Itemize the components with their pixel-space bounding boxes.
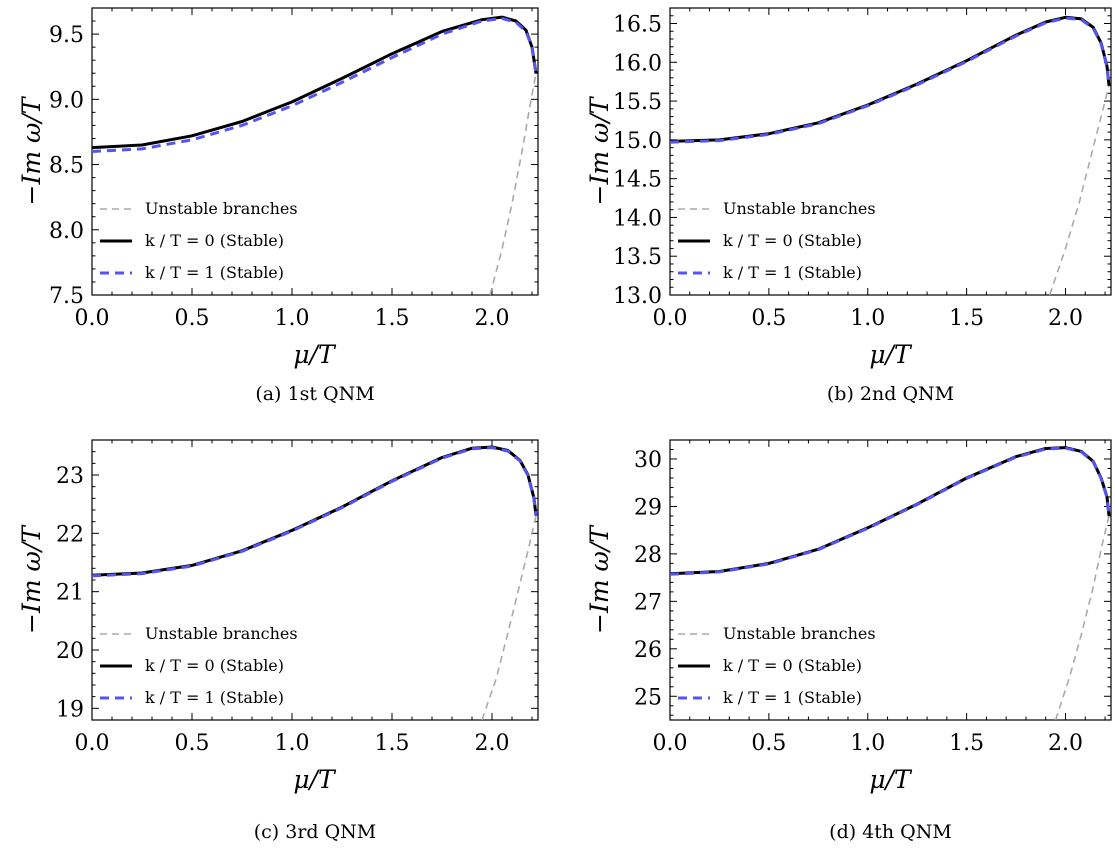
series-line-k0 — [91, 15, 538, 150]
figure-caption: (b) 2nd QNM — [827, 383, 954, 405]
y-tick-label: 22 — [56, 522, 84, 547]
series-line-k0 — [669, 446, 1111, 576]
x-tick-label: 0.5 — [751, 306, 786, 331]
legend-label: k / T = 1 (Stable) — [145, 688, 284, 707]
y-axis-label: −Im ω/T — [17, 95, 46, 205]
series-line-unstable — [489, 73, 537, 296]
y-tick-label: 21 — [56, 581, 84, 606]
x-axis-label: μ/T — [293, 340, 337, 369]
y-tick-label: 13.0 — [613, 284, 662, 309]
x-axis-label: μ/T — [869, 340, 913, 369]
x-tick-label: 0.5 — [175, 731, 210, 756]
y-tick-label: 27 — [634, 590, 662, 615]
y-axis-label: −Im ω/T — [585, 95, 614, 205]
x-tick-label: 0.5 — [175, 306, 210, 331]
legend-label: k / T = 0 (Stable) — [145, 656, 284, 675]
x-tick-label: 1.0 — [275, 731, 310, 756]
series-line-k1 — [669, 446, 1111, 576]
legend-label: k / T = 0 (Stable) — [145, 231, 284, 250]
legend-label: k / T = 1 (Stable) — [723, 688, 862, 707]
series-line-unstable — [481, 515, 537, 721]
legend-label: Unstable branches — [145, 624, 298, 643]
x-tick-label: 0.0 — [653, 731, 688, 756]
y-tick-label: 16.5 — [613, 13, 662, 38]
legend-label: k / T = 1 (Stable) — [145, 263, 284, 282]
series-line-k1 — [91, 16, 538, 153]
x-tick-label: 2.0 — [475, 731, 510, 756]
y-tick-label: 16.0 — [613, 51, 662, 76]
plot-frame — [669, 439, 1112, 721]
x-tick-label: 1.0 — [850, 731, 885, 756]
x-tick-label: 2.0 — [1048, 306, 1083, 331]
x-axis-label: μ/T — [869, 765, 913, 794]
y-tick-label: 25 — [634, 685, 662, 710]
x-tick-label: 1.5 — [949, 306, 984, 331]
x-tick-label: 1.5 — [375, 731, 410, 756]
x-tick-label: 1.0 — [275, 306, 310, 331]
y-tick-label: 13.5 — [613, 245, 662, 270]
x-axis-label: μ/T — [293, 765, 337, 794]
y-tick-label: 26 — [634, 638, 662, 663]
series-line-k0 — [91, 445, 538, 577]
x-tick-label: 0.0 — [75, 306, 110, 331]
x-tick-label: 2.0 — [475, 306, 510, 331]
y-tick-label: 19 — [56, 697, 84, 722]
panel-2nd-qnm: 0.0 0.5 1.0 1.5 2.0 13.0 13.5 14.0 14.5 15.0 15.5 1… — [585, 7, 1112, 405]
y-tick-label: 14.0 — [613, 206, 662, 231]
y-tick-label: 7.5 — [49, 284, 84, 309]
y-axis-label: −Im ω/T — [17, 524, 46, 634]
y-tick-label: 9.0 — [49, 88, 84, 113]
plot-frame — [91, 439, 539, 721]
legend-label: k / T = 0 (Stable) — [723, 231, 862, 250]
y-tick-label: 8.5 — [49, 154, 84, 179]
x-tick-label: 0.0 — [653, 306, 688, 331]
series-line-k1 — [91, 446, 538, 578]
series-line-unstable — [1048, 85, 1110, 296]
x-tick-label: 1.5 — [375, 306, 410, 331]
y-tick-label: 28 — [634, 543, 662, 568]
y-tick-label: 20 — [56, 639, 84, 664]
panel-3rd-qnm: 0.0 0.5 1.0 1.5 2.0 19 20 21 22 23 Unstable branch… — [17, 439, 539, 843]
x-tick-label: 1.5 — [949, 731, 984, 756]
legend-label: k / T = 1 (Stable) — [723, 263, 862, 282]
y-tick-label: 30 — [634, 448, 662, 473]
panel-4th-qnm: 0.0 0.5 1.0 1.5 2.0 25 26 27 28 29 30 Unstable bran… — [585, 439, 1112, 843]
legend-label: Unstable branches — [723, 624, 876, 643]
figure-caption: (d) 4th QNM — [829, 821, 952, 843]
y-tick-label: 15.5 — [613, 90, 662, 115]
y-tick-label: 8.0 — [49, 219, 84, 244]
legend-label: Unstable branches — [145, 199, 298, 218]
figure-caption: (a) 1st QNM — [255, 383, 374, 405]
figure-caption: (c) 3rd QNM — [254, 821, 377, 843]
panel-1st-qnm: 0.0 0.5 1.0 1.5 2.0 7.5 8.0 8.5 9.0 9.5 Unstable b… — [17, 7, 539, 405]
plot-frame — [91, 7, 539, 296]
x-tick-label: 0.5 — [751, 731, 786, 756]
y-tick-label: 15.0 — [613, 129, 662, 154]
legend-label: k / T = 0 (Stable) — [723, 656, 862, 675]
y-tick-label: 9.5 — [49, 23, 84, 48]
y-tick-label: 29 — [634, 495, 662, 520]
series-line-unstable — [1054, 515, 1110, 721]
x-tick-label: 2.0 — [1048, 731, 1083, 756]
x-tick-label: 1.0 — [850, 306, 885, 331]
y-tick-label: 23 — [56, 464, 84, 489]
series-line-k1 — [669, 16, 1111, 144]
x-tick-label: 0.0 — [75, 731, 110, 756]
y-axis-label: −Im ω/T — [585, 524, 614, 634]
legend-label: Unstable branches — [723, 199, 876, 218]
y-tick-label: 14.5 — [613, 168, 662, 193]
plot-frame — [669, 7, 1112, 296]
series-line-k0 — [669, 15, 1111, 143]
